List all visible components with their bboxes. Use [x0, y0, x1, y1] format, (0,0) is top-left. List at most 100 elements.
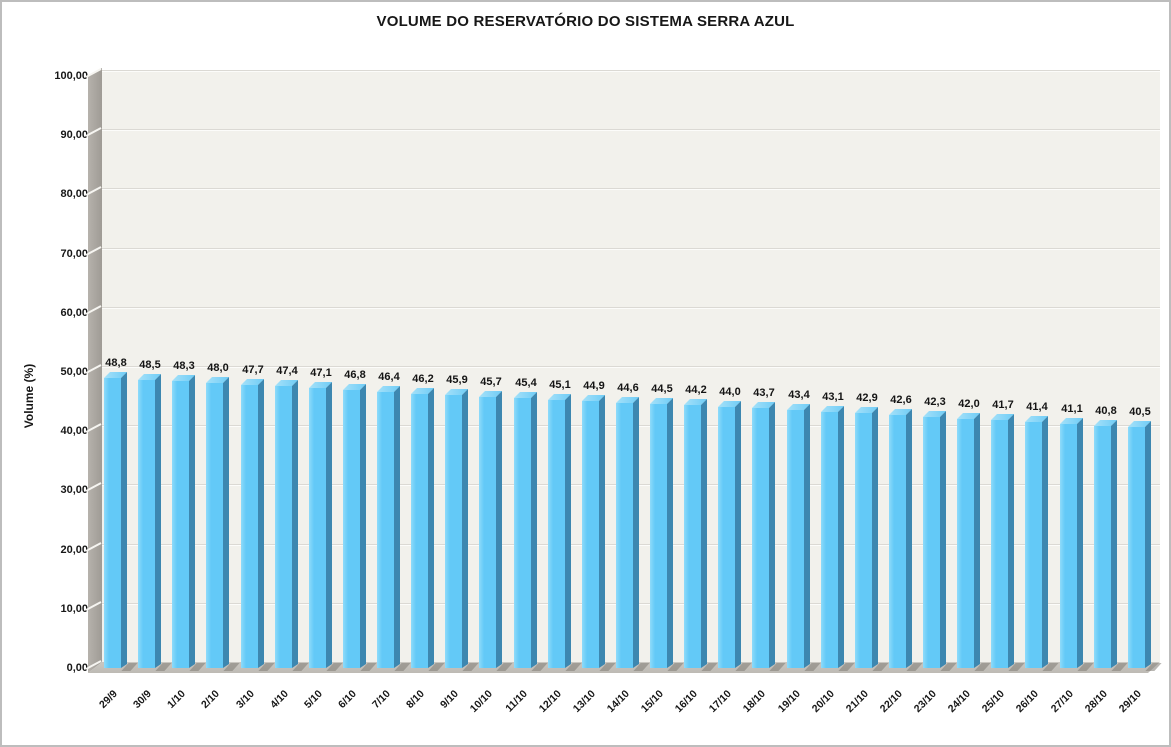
bar-top-face — [1060, 418, 1083, 424]
bar-top-face — [445, 389, 468, 395]
bar-top-face — [718, 401, 741, 407]
bar — [172, 375, 195, 668]
bar-front-face — [377, 392, 394, 668]
bar — [821, 406, 844, 668]
y-tick-label: 70,00 — [60, 247, 88, 260]
bar-side-face — [360, 384, 366, 668]
bar-value-label: 45,7 — [480, 376, 502, 388]
bar-top-face — [514, 392, 537, 398]
bar-top-face — [138, 374, 161, 380]
bar-value-label: 46,2 — [412, 373, 434, 385]
bar — [991, 414, 1014, 668]
bar-side-face — [258, 379, 264, 668]
bar-side-face — [872, 407, 878, 668]
bar-front-face — [445, 395, 462, 668]
bar — [684, 399, 707, 668]
bar-side-face — [838, 406, 844, 668]
bar-value-label: 48,5 — [139, 359, 161, 371]
bar-top-face — [377, 386, 400, 392]
bar-top-face — [957, 413, 980, 419]
bar-top-face — [923, 411, 946, 417]
bar — [855, 407, 878, 668]
bar-side-face — [1077, 418, 1083, 668]
bar-value-label: 45,4 — [515, 377, 537, 389]
bar-side-face — [633, 397, 639, 668]
bar-front-face — [275, 386, 292, 668]
bar-value-label: 40,8 — [1095, 405, 1117, 417]
bar-top-face — [1094, 420, 1117, 426]
bar-top-face — [650, 398, 673, 404]
bar — [411, 388, 434, 668]
bar-value-label: 44,9 — [583, 380, 605, 392]
gridline — [102, 247, 1160, 250]
bar-side-face — [974, 413, 980, 668]
y-tick-label: 30,00 — [60, 484, 88, 497]
bar-front-face — [752, 408, 769, 668]
bar-side-face — [394, 386, 400, 668]
bar-value-label: 44,2 — [685, 384, 707, 396]
bar-side-face — [1145, 421, 1151, 668]
bar-value-label: 45,9 — [446, 374, 468, 386]
bar — [787, 404, 810, 668]
bar-value-label: 43,7 — [753, 387, 775, 399]
bar — [1060, 418, 1083, 668]
bar-front-face — [991, 420, 1008, 668]
bar-top-face — [309, 382, 332, 388]
bar-front-face — [889, 415, 906, 668]
gridline — [102, 306, 1160, 309]
bar-value-label: 48,0 — [207, 362, 229, 374]
y-tick-label: 60,00 — [60, 306, 88, 319]
gridline — [102, 129, 1160, 132]
bar — [138, 374, 161, 668]
bar-top-face — [752, 402, 775, 408]
bar-value-label: 44,0 — [719, 386, 741, 398]
bar-top-face — [787, 404, 810, 410]
bar — [377, 386, 400, 668]
y-tick-label: 20,00 — [60, 543, 88, 556]
bar-value-label: 42,9 — [856, 392, 878, 404]
bar-side-face — [292, 380, 298, 668]
bar — [479, 391, 502, 668]
bar-side-face — [1008, 414, 1014, 668]
bar-side-face — [565, 394, 571, 668]
bar-value-label: 44,6 — [617, 382, 639, 394]
bar-value-label: 48,3 — [173, 360, 195, 372]
bar-front-face — [104, 378, 121, 668]
bar-top-face — [616, 397, 639, 403]
bar-front-face — [923, 417, 940, 668]
bar-front-face — [411, 394, 428, 668]
bar-value-label: 46,8 — [344, 369, 366, 381]
bar — [1094, 420, 1117, 668]
y-tick-label: 90,00 — [60, 129, 88, 142]
bar-top-face — [343, 384, 366, 390]
chart-title: VOLUME DO RESERVATÓRIO DO SISTEMA SERRA … — [376, 13, 795, 30]
bar-front-face — [1094, 426, 1111, 668]
bar-top-face — [479, 391, 502, 397]
bar-value-label: 45,1 — [549, 379, 571, 391]
bar-side-face — [906, 409, 912, 668]
bar-front-face — [1128, 427, 1145, 668]
y-tick-label: 100,00 — [54, 70, 88, 82]
bar-top-face — [889, 409, 912, 415]
bar-side-face — [223, 377, 229, 668]
bar-front-face — [241, 385, 258, 668]
bar-value-label: 41,4 — [1026, 401, 1048, 413]
bar-front-face — [343, 390, 360, 668]
bar-value-label: 47,7 — [242, 364, 264, 376]
bar — [957, 413, 980, 668]
bar-top-face — [1128, 421, 1151, 427]
bar — [309, 382, 332, 668]
bar-side-face — [189, 375, 195, 668]
bar-front-face — [206, 383, 223, 668]
bar-top-face — [855, 407, 878, 413]
bar-side-face — [940, 411, 946, 668]
bar-top-face — [241, 379, 264, 385]
bar-top-face — [172, 375, 195, 381]
bar-front-face — [650, 404, 667, 668]
bar-value-label: 42,3 — [924, 396, 946, 408]
y-tick-label: 50,00 — [60, 366, 88, 378]
bar-value-label: 43,1 — [822, 391, 844, 403]
bar — [650, 398, 673, 668]
bar — [275, 380, 298, 668]
